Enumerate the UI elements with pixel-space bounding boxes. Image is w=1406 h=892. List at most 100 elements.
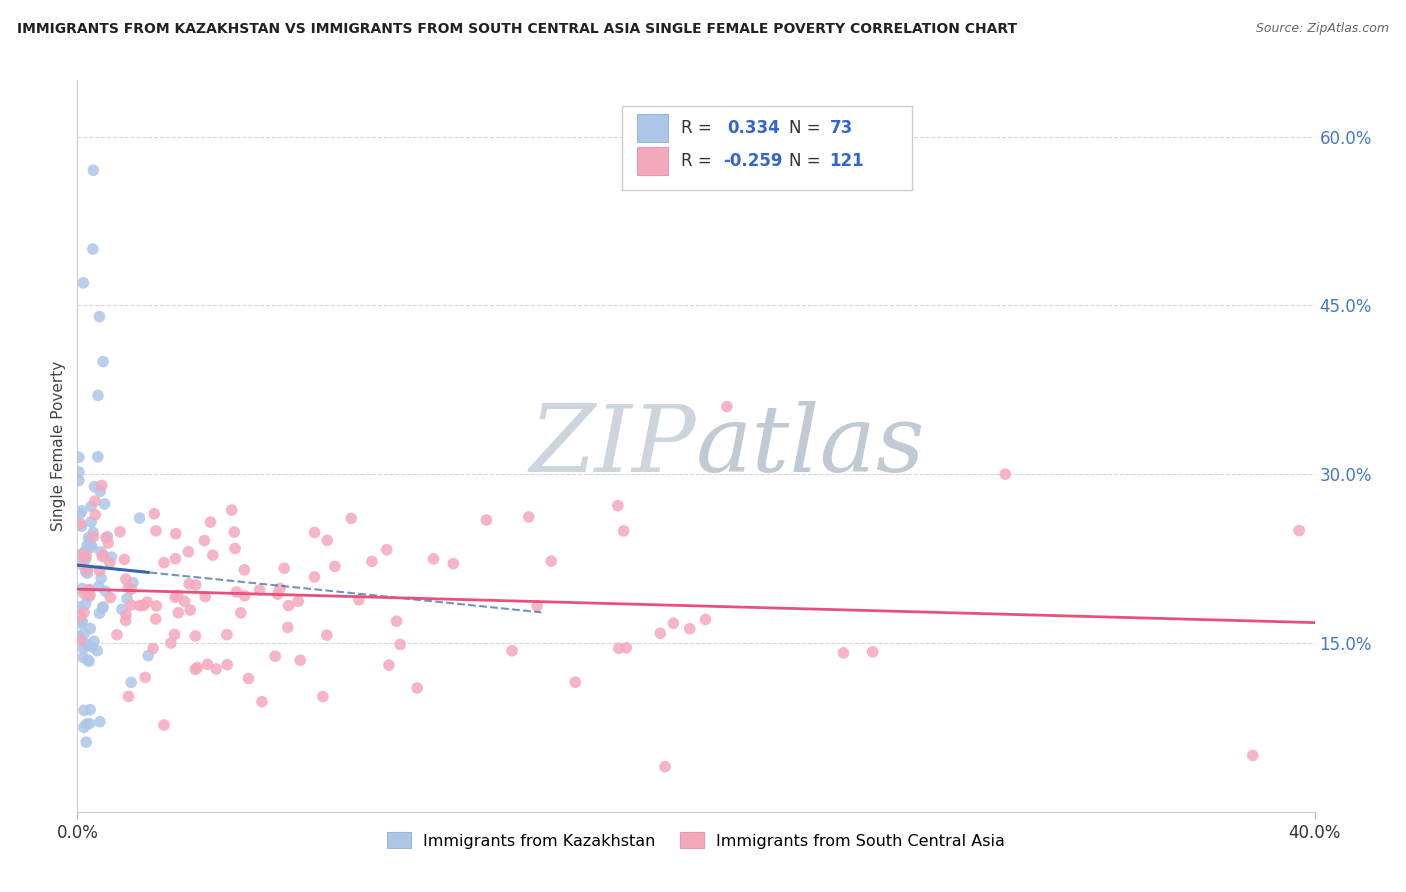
Point (862, 645, 884, 659)
Point (73, 626, 96, 640)
Point (79, 533, 101, 548)
Point (90, 571, 112, 585)
Point (84, 508, 107, 522)
Point (475, 513, 498, 527)
Y-axis label: Single Female Poverty: Single Female Poverty (51, 361, 66, 531)
Point (517, 509, 540, 524)
Point (67, 450, 90, 465)
Point (76, 538, 98, 552)
Point (76, 717, 98, 731)
Point (616, 640, 638, 655)
Point (277, 620, 299, 634)
Point (105, 628, 128, 642)
Point (77, 582, 100, 597)
Point (100, 549, 122, 564)
Point (67, 474, 90, 488)
Point (87, 388, 110, 402)
Point (166, 588, 188, 602)
Text: R =: R = (681, 119, 717, 136)
Point (250, 695, 273, 709)
Point (69, 548, 91, 562)
Point (97, 536, 120, 550)
Text: N =: N = (789, 119, 825, 136)
Point (72, 650, 94, 665)
Point (136, 595, 159, 609)
Point (153, 556, 176, 570)
Point (82, 530, 104, 544)
Point (79, 582, 101, 597)
Point (654, 760, 676, 774)
Point (277, 599, 299, 613)
Point (69, 633, 91, 648)
Point (225, 585, 247, 599)
Point (75, 735, 97, 749)
Point (90, 545, 112, 559)
Point (69, 516, 91, 531)
Point (165, 551, 187, 566)
Point (89, 564, 111, 578)
Point (76, 653, 98, 667)
Point (205, 662, 228, 676)
Point (716, 400, 738, 414)
Point (73, 703, 96, 717)
Point (134, 670, 156, 684)
Point (215, 627, 238, 641)
Point (153, 718, 176, 732)
FancyBboxPatch shape (637, 114, 668, 142)
Point (120, 675, 142, 690)
Point (193, 533, 215, 548)
Point (613, 524, 636, 538)
Point (179, 603, 201, 617)
Point (165, 591, 187, 605)
Point (108, 524, 131, 539)
Point (77, 654, 100, 668)
Point (1241, 748, 1264, 763)
Point (233, 563, 256, 577)
Point (194, 590, 217, 604)
Point (145, 599, 167, 613)
Point (90, 478, 112, 492)
Point (73, 720, 96, 734)
Point (82, 525, 104, 540)
Point (75, 551, 97, 566)
Point (69, 608, 91, 623)
Point (70, 614, 93, 628)
Point (115, 591, 138, 606)
Point (340, 511, 363, 525)
Point (540, 554, 562, 568)
Point (117, 690, 139, 704)
Point (89, 714, 111, 729)
Point (114, 614, 136, 628)
Point (73, 545, 96, 559)
Text: -0.259: -0.259 (723, 152, 783, 169)
Text: 121: 121 (830, 152, 865, 169)
Point (77, 590, 100, 604)
Point (75, 597, 97, 611)
Point (70, 616, 93, 631)
Point (122, 575, 145, 590)
Point (186, 660, 208, 674)
Point (76, 566, 98, 581)
Point (79, 716, 101, 731)
Point (94, 584, 117, 599)
Point (501, 644, 523, 658)
Point (679, 622, 702, 636)
FancyBboxPatch shape (637, 147, 668, 175)
Point (67, 465, 90, 479)
Point (224, 525, 246, 540)
Point (73, 606, 96, 620)
Point (201, 548, 224, 562)
Point (200, 515, 222, 529)
Point (238, 672, 260, 686)
Point (290, 653, 312, 667)
Text: ZIP: ZIP (529, 401, 696, 491)
Point (136, 648, 159, 663)
Point (79, 703, 101, 717)
Point (115, 572, 138, 586)
Point (145, 524, 167, 538)
Point (67, 629, 90, 643)
Point (142, 641, 165, 656)
Point (287, 594, 309, 608)
Point (77, 531, 100, 545)
Legend: Immigrants from Kazakhstan, Immigrants from South Central Asia: Immigrants from Kazakhstan, Immigrants f… (380, 826, 1012, 855)
